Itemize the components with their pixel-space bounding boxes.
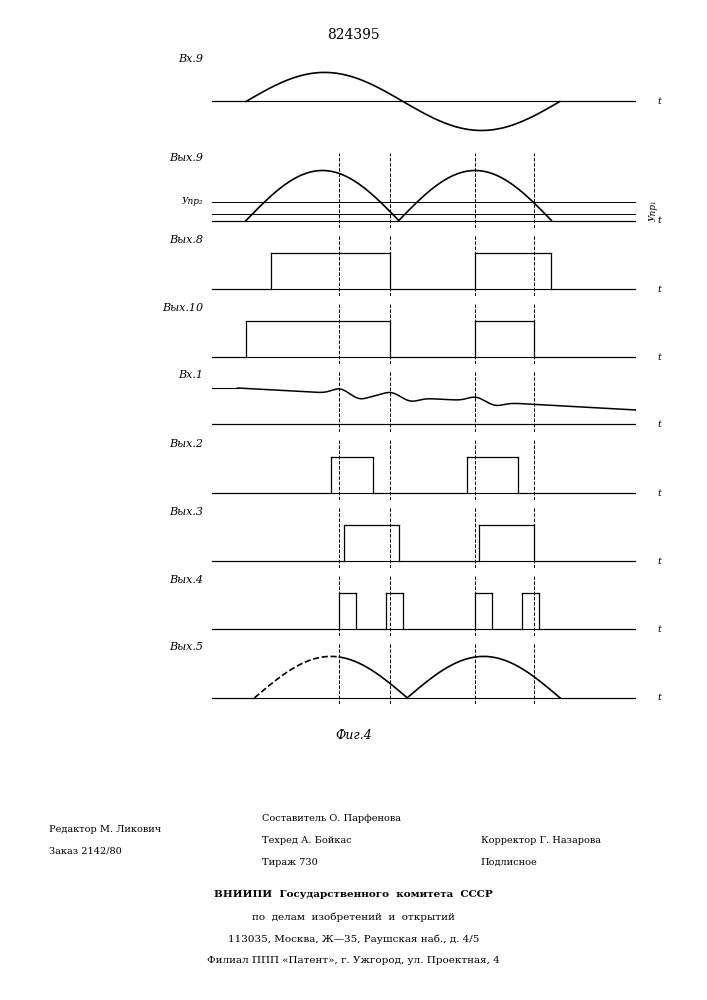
Text: Вх.9: Вх.9 — [179, 54, 204, 64]
Text: Упр₁: Упр₁ — [649, 200, 658, 221]
Text: Вых.2: Вых.2 — [170, 439, 204, 449]
Text: Заказ 2142/80: Заказ 2142/80 — [49, 847, 122, 856]
Text: t: t — [658, 353, 661, 362]
Text: Филиал ППП «Патент», г. Ужгород, ул. Проектная, 4: Филиал ППП «Патент», г. Ужгород, ул. Про… — [207, 956, 500, 965]
Text: t: t — [658, 420, 661, 429]
Text: по  делам  изобретений  и  открытий: по делам изобретений и открытий — [252, 912, 455, 922]
Text: t: t — [658, 216, 661, 225]
Text: Подлисное: Подлисное — [481, 858, 537, 867]
Text: Редактор М. Ликович: Редактор М. Ликович — [49, 825, 162, 834]
Text: t: t — [658, 489, 661, 498]
Text: Корректор Г. Назарова: Корректор Г. Назарова — [481, 836, 601, 845]
Text: 113035, Москва, Ж—35, Раушская наб., д. 4/5: 113035, Москва, Ж—35, Раушская наб., д. … — [228, 934, 479, 944]
Text: Вых.3: Вых.3 — [170, 507, 204, 517]
Text: Упр₂: Упр₂ — [182, 197, 204, 206]
Text: Техред А. Бойкас: Техред А. Бойкас — [262, 836, 351, 845]
Text: Вх.1: Вх.1 — [179, 370, 204, 380]
Text: Вых.4: Вых.4 — [170, 575, 204, 585]
Text: Тираж 730: Тираж 730 — [262, 858, 317, 867]
Text: t: t — [658, 625, 661, 634]
Text: t: t — [658, 693, 661, 702]
Text: Вых.10: Вых.10 — [163, 303, 204, 313]
Text: t: t — [658, 557, 661, 566]
Text: ВНИИПИ  Государственного  комитета  СССР: ВНИИПИ Государственного комитета СССР — [214, 890, 493, 899]
Text: Вых.5: Вых.5 — [170, 642, 204, 652]
Text: 824395: 824395 — [327, 28, 380, 42]
Text: Составитель О. Парфенова: Составитель О. Парфенова — [262, 814, 401, 823]
Text: Фиг.4: Фиг.4 — [335, 729, 372, 742]
Text: t: t — [658, 97, 661, 106]
Text: t: t — [658, 285, 661, 294]
Text: Вых.8: Вых.8 — [170, 235, 204, 245]
Text: Вых.9: Вых.9 — [170, 153, 204, 163]
